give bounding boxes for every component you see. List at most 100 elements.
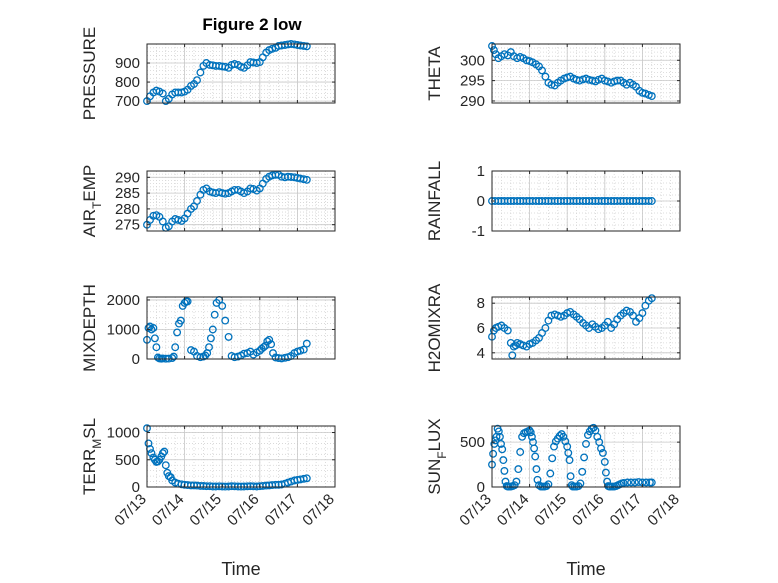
y-axis-label-subscript: M [90,439,104,449]
data-point [531,452,540,461]
data-point [152,343,161,352]
data-point [218,301,227,310]
data-point [565,456,574,465]
data-point [544,480,553,489]
data-point [299,345,308,354]
data-point [556,312,565,321]
data-point [526,428,535,437]
data-point [489,449,498,458]
data-point [193,76,201,85]
data-point [230,60,239,68]
data-point [630,478,639,487]
y-tick-label: -1 [472,223,485,240]
y-tick-label: 0 [477,193,485,210]
data-point [210,310,219,319]
subplot-rainfall: -1 0 1 RAINFALL [425,161,681,241]
data-point [302,474,311,483]
data-point [302,339,311,348]
data-points [143,296,311,363]
y-tick-label: 2000 [107,292,140,309]
data-point [559,432,568,441]
data-points [143,40,311,106]
subplot-h2omixra: 4 6 8 H2OMIXRA [425,283,681,372]
y-axis-label: RAINFALL [425,161,444,241]
data-point [196,353,205,362]
data-point [302,42,311,51]
subplot-pressure: 700 800 900 PRESSURE [80,27,336,121]
y-axis-label-tail: EMP [80,165,99,202]
y-tick-label: 1000 [107,425,140,442]
data-point [546,469,555,478]
data-point [542,482,551,491]
y-tick-label: 8 [477,295,485,312]
axes-box [491,43,681,104]
grid-lines [491,426,681,488]
data-point [516,448,525,456]
data-point [541,324,550,332]
y-tick-label: 900 [115,55,140,72]
y-tick-label: 280 [115,201,140,218]
data-point [169,352,178,361]
y-tick-label: 300 [460,52,485,69]
y-tick-label: 1 [477,163,485,180]
data-point [555,431,564,440]
data-point [533,475,542,484]
data-point [158,217,167,226]
data-point [647,478,656,487]
data-point [634,478,643,487]
data-point [489,46,498,55]
y-axis-label-subscript: T [90,201,104,209]
data-point [158,449,167,458]
data-point [593,432,602,441]
y-tick-label: 0 [132,351,140,368]
data-point [532,465,541,474]
data-point [500,466,509,475]
y-axis-label: PRESSURE [80,27,99,121]
data-point [514,465,523,474]
data-point [561,437,570,446]
data-points [488,294,656,360]
axes-box [491,425,681,488]
y-axis-label: SUNFLUX [425,418,449,494]
data-point [603,317,612,326]
data-point [644,197,653,205]
y-tick-label: 800 [115,74,140,91]
data-point [627,478,636,487]
y-tick-label: 4 [477,345,485,362]
data-points [488,197,656,205]
data-point [541,72,550,81]
y-tick-label: 0 [132,479,140,496]
data-point [642,478,651,487]
data-point [267,340,276,349]
y-axis-label-main: AIR [80,209,99,237]
data-points [143,170,311,232]
subplot-mixdepth: 0 1000 2000 MIXDEPTH [80,284,336,372]
y-tick-label: 0 [477,479,485,496]
data-point [168,354,177,363]
data-point [550,442,558,451]
data-point [538,66,546,75]
data-point [147,449,156,458]
data-point [183,297,192,306]
data-point [619,479,628,487]
data-point [647,92,656,101]
data-point [623,478,632,487]
data-point [299,41,308,50]
data-point [193,197,201,205]
data-point [171,343,180,352]
data-point [495,432,504,441]
data-point [527,432,536,441]
data-points [143,424,311,491]
y-tick-label: 290 [115,169,140,186]
data-point [144,439,153,448]
x-axis-label: Time [221,559,260,579]
data-point [566,472,575,481]
data-point [564,448,573,457]
data-point [647,294,656,303]
axes-box [146,296,336,360]
data-point [530,444,539,453]
y-axis-label-subscript: F [435,451,449,458]
